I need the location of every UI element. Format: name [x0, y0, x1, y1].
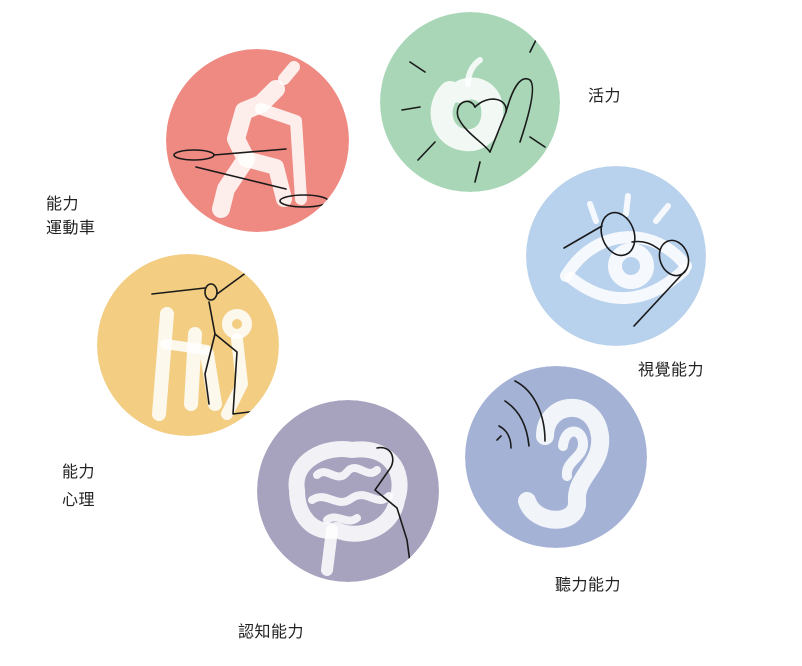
- ear-icon: [465, 366, 647, 548]
- hearing-label: 聽力能力: [555, 573, 621, 597]
- hearing-circle: [465, 366, 647, 548]
- cognition-label: 認知能力: [238, 620, 304, 644]
- vision-circle: [526, 166, 706, 346]
- psych-label: 能力 心理: [62, 460, 95, 512]
- motor-circle: [166, 49, 349, 232]
- motor-label-line-1: 能力: [46, 194, 80, 213]
- vision-label: 視覺能力: [638, 358, 704, 382]
- hearing-label-line: 聽力能力: [555, 575, 622, 594]
- psych-circle: [97, 254, 279, 436]
- apple-heart-icon: [380, 12, 560, 192]
- eye-glasses-icon: [526, 166, 706, 346]
- vitality-circle: [380, 12, 560, 192]
- psych-label-line-2: 心理: [62, 490, 96, 509]
- cognition-label-line: 認知能力: [238, 622, 305, 641]
- vitality-label-line: 活力: [588, 86, 622, 105]
- cognition-circle: [257, 400, 439, 582]
- circle-fill: [257, 400, 439, 582]
- vitality-label: 活力: [588, 84, 621, 108]
- brain-icon: [257, 400, 439, 582]
- circle-fill: [465, 366, 647, 548]
- motor-label-line-2: 運動車: [46, 218, 96, 237]
- psych-label-line-1: 能力: [62, 462, 96, 481]
- motor-label: 能力 運動車: [46, 192, 96, 240]
- jumping-figure-icon: [97, 254, 279, 436]
- walker-icon: [166, 49, 349, 232]
- vision-label-line: 視覺能力: [638, 360, 705, 379]
